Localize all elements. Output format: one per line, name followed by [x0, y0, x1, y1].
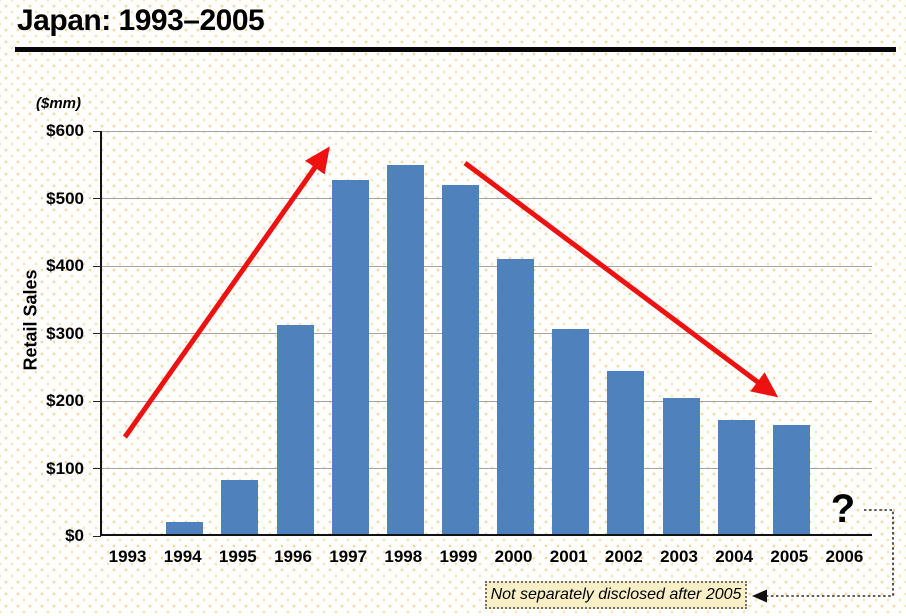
gridline-500: [102, 198, 872, 199]
y-axis-title: Retail Sales: [20, 269, 41, 371]
plot-area: [93, 130, 872, 537]
callout-box: Not separately disclosed after 2005: [485, 581, 747, 609]
gridline-400: [102, 265, 872, 267]
y-tick-600: [93, 130, 101, 132]
x-tick-label-2002: 2002: [604, 547, 643, 566]
bar-2002: [607, 371, 645, 534]
y-tick-0: [93, 535, 101, 537]
bar-2000: [497, 259, 535, 534]
bar-1996: [276, 324, 314, 534]
x-tick-label-2003: 2003: [660, 547, 698, 566]
x-tick-label-2005: 2005: [770, 547, 809, 566]
x-tick-label-2006: 2006: [825, 547, 864, 566]
callout-text: Not separately disclosed after 2005: [490, 586, 742, 603]
x-tick-label-2000: 2000: [494, 547, 533, 566]
x-tick-label-2004: 2004: [715, 547, 754, 566]
question-mark: ?: [830, 487, 856, 531]
units-label: ($mm): [36, 95, 82, 112]
bar-1994: [166, 521, 204, 534]
gridline-200: [102, 400, 872, 402]
y-tick-500: [93, 198, 101, 199]
bar-2005: [772, 424, 810, 534]
x-tick-label-1996: 1996: [274, 547, 312, 566]
y-tick-label-0: $0: [65, 526, 84, 545]
y-tick-label-600: $600: [46, 121, 84, 140]
bar-2003: [662, 398, 700, 534]
y-tick-200: [93, 400, 101, 402]
x-tick-label-1994: 1994: [163, 547, 202, 566]
y-tick-label-500: $500: [46, 188, 84, 208]
x-tick-label-1993: 1993: [108, 547, 147, 566]
y-tick-400: [93, 265, 101, 267]
bar-1998: [386, 164, 424, 534]
bar-2004: [717, 419, 755, 534]
y-tick-100: [93, 468, 101, 469]
y-tick-label-100: $100: [46, 458, 84, 478]
bar-1997: [331, 179, 369, 534]
callout-arrowhead-icon: [752, 589, 767, 603]
page-title: Japan: 1993–2005: [17, 4, 265, 37]
x-tick-label-1999: 1999: [439, 547, 478, 566]
x-tick-label-2001: 2001: [549, 547, 588, 566]
x-tick-label-1997: 1997: [329, 547, 368, 566]
gridline-600: [102, 130, 872, 132]
bar-1995: [221, 480, 259, 534]
gridline-100: [102, 468, 872, 469]
y-tick-label-300: $300: [46, 323, 84, 343]
y-tick-label-400: $400: [46, 256, 84, 275]
x-tick-label-1998: 1998: [384, 547, 423, 566]
gridline-300: [102, 333, 872, 334]
title-underline: [15, 47, 896, 52]
y-tick-300: [93, 333, 101, 334]
bar-1999: [441, 185, 479, 534]
x-tick-label-1995: 1995: [218, 547, 257, 566]
y-tick-label-200: $200: [46, 391, 84, 410]
bar-2001: [552, 328, 590, 534]
